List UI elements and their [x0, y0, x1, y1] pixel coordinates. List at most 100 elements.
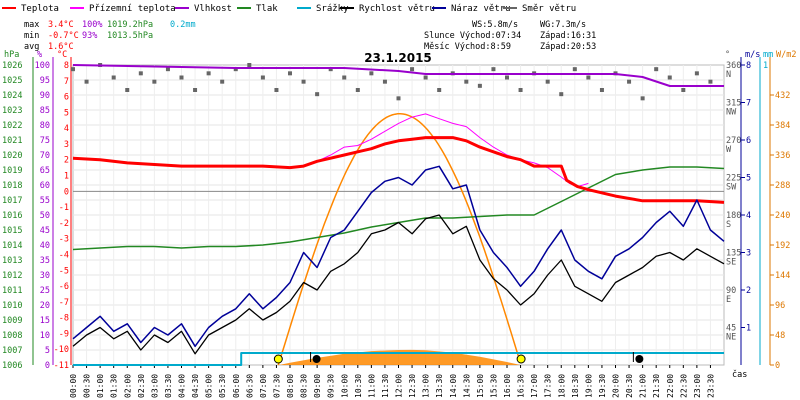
tick-hpa: 1021	[2, 136, 22, 146]
tick-time: 12:00	[395, 374, 404, 398]
tick-dir-name: SW	[726, 183, 737, 193]
tick-pct: 95	[40, 76, 50, 86]
tick-wind: 8	[746, 61, 751, 71]
tick-solar: 0	[775, 361, 780, 371]
legend-label: Náraz větru	[451, 4, 511, 14]
tick-pct: 25	[40, 286, 50, 296]
stat-max-label: max	[24, 20, 39, 30]
tick-hpa: 1019	[2, 166, 22, 176]
wind-direction-point	[518, 88, 523, 92]
wind-direction-point	[586, 75, 591, 80]
tick-hpa: 1008	[2, 331, 22, 341]
tick-solar: 288	[775, 181, 790, 191]
tick-dir-name: E	[726, 295, 731, 305]
tick-hpa: 1022	[2, 121, 22, 131]
tick-pct: 30	[40, 271, 50, 281]
tick-pct: 10	[40, 331, 50, 341]
wind-direction-point	[260, 75, 265, 80]
tick-solar: 192	[775, 241, 790, 251]
wind-direction-point	[152, 79, 157, 84]
unit-degc: °C	[57, 50, 67, 60]
tick-degc: 2	[64, 156, 69, 166]
tick-time: 00:30	[83, 374, 92, 398]
tick-degc: -5	[59, 266, 69, 276]
tick-pct: 75	[40, 136, 50, 146]
tick-time: 04:30	[191, 374, 200, 398]
left-axes: 1026102510241023102210211020101910181017…	[2, 57, 72, 371]
tick-hpa: 1017	[2, 196, 22, 206]
tick-solar: 384	[775, 121, 790, 131]
tick-time: 01:00	[96, 374, 105, 398]
tick-time: 11:00	[367, 374, 376, 398]
tick-time: 14:00	[449, 374, 458, 398]
tick-time: 13:30	[435, 374, 444, 398]
tick-pct: 15	[40, 316, 50, 326]
tick-time: 06:30	[245, 374, 254, 398]
tick-time: 16:00	[503, 374, 512, 398]
legend: Teplota Přízemní teplota Vlhkost Tlak Srážky…	[2, 4, 576, 14]
tick-time: 17:00	[530, 374, 539, 398]
tick-degc: 1	[64, 172, 69, 182]
tick-wind: 5	[746, 174, 751, 184]
tick-hpa: 1018	[2, 181, 22, 191]
wind-direction-point	[410, 67, 415, 72]
tick-time: 12:30	[408, 374, 417, 398]
tick-solar: 336	[775, 151, 790, 161]
wind-speed-line	[72, 214, 725, 355]
tick-hpa: 1015	[2, 226, 22, 236]
tick-dir-name: NW	[726, 108, 737, 118]
tick-time: 02:30	[137, 374, 146, 398]
wind-direction-point	[165, 67, 170, 72]
tick-degc: -8	[59, 314, 69, 324]
tick-degc: -10	[54, 345, 69, 355]
tick-time: 21:00	[639, 374, 648, 398]
tick-pct: 0	[45, 361, 50, 371]
tick-degc: -11	[54, 361, 69, 371]
wind-direction-point	[640, 96, 645, 101]
tick-solar: 144	[775, 271, 790, 281]
tick-pct: 55	[40, 196, 50, 206]
wind-direction-point	[206, 71, 211, 76]
tick-degc: -1	[59, 203, 69, 213]
tick-hpa: 1024	[2, 91, 22, 101]
wind-direction-point	[233, 67, 238, 72]
tick-hpa: 1007	[2, 346, 22, 356]
chart-title: 23.1.2015	[364, 51, 432, 65]
wind-direction-point	[396, 96, 401, 101]
tick-pct: 50	[40, 211, 50, 221]
tick-pct: 85	[40, 106, 50, 116]
tick-hpa: 1012	[2, 271, 22, 281]
tick-time: 05:30	[218, 374, 227, 398]
wind-direction-point	[301, 79, 306, 84]
tick-degc: 7	[64, 77, 69, 87]
tick-wind: 2	[746, 286, 751, 296]
tick-time: 05:00	[205, 374, 214, 398]
wind-direction-point	[315, 92, 320, 97]
sunset-marker	[516, 354, 526, 364]
tick-wind: 4	[746, 211, 751, 221]
wind-direction-point	[288, 71, 292, 76]
tick-pct: 40	[40, 241, 50, 251]
wind-direction-point	[179, 75, 184, 80]
tick-time: 20:00	[612, 374, 621, 398]
wind-gust-line	[72, 165, 725, 348]
tick-dir-deg: 45	[726, 324, 736, 334]
tick-pct: 35	[40, 256, 50, 266]
tick-degc: 8	[64, 61, 69, 71]
tick-rain-top: 1	[763, 61, 768, 71]
wind-direction-point	[125, 88, 130, 92]
tick-pct: 65	[40, 166, 50, 176]
stat-avg-temp: 1.6°C	[48, 42, 74, 52]
tick-degc: -9	[59, 329, 69, 339]
unit-wm2: W/m2	[776, 50, 796, 60]
legend-label: Tlak	[256, 4, 278, 14]
wind-direction-point	[138, 71, 143, 76]
tick-time: 23:00	[693, 374, 702, 398]
tick-hpa: 1026	[2, 61, 22, 71]
tick-time: 10:30	[354, 374, 363, 398]
ground-temperature-line	[316, 113, 589, 188]
unit-mm: mm	[763, 50, 773, 60]
tick-degc: 0	[64, 187, 69, 197]
tick-dir-deg: 135	[726, 249, 741, 259]
